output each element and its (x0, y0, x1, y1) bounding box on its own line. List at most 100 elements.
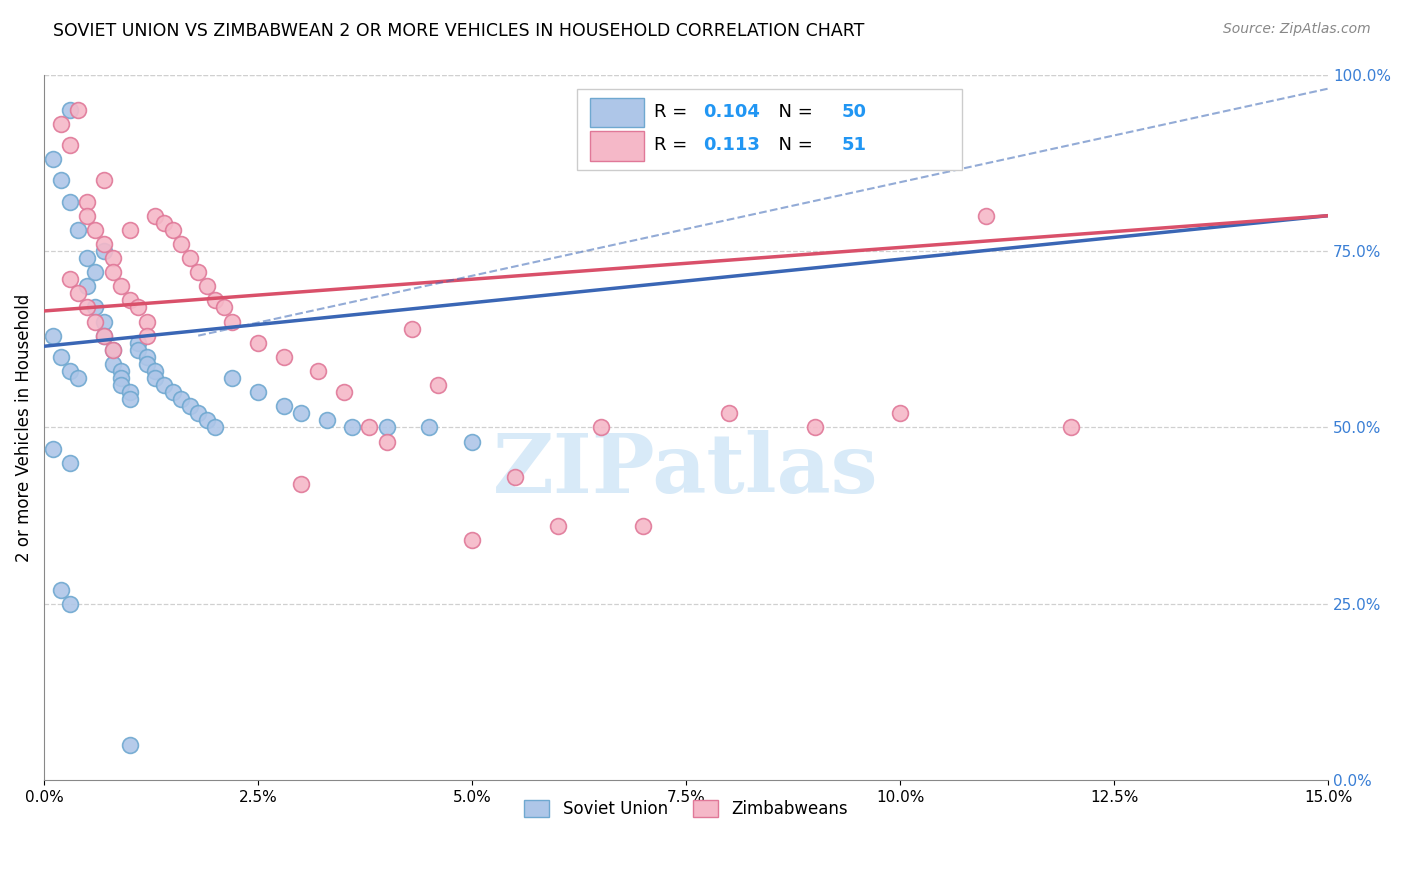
Point (101, 251, 124, 265)
Point (547, 519, 569, 533)
Point (1060, 420, 1083, 434)
Text: R =: R = (654, 103, 693, 121)
Point (118, 293, 141, 308)
Point (84, 265, 107, 279)
Point (93, 236, 115, 251)
Text: SOVIET UNION VS ZIMBABWEAN 2 OR MORE VEHICLES IN HOUSEHOLD CORRELATION CHART: SOVIET UNION VS ZIMBABWEAN 2 OR MORE VEH… (53, 22, 865, 40)
Point (179, 251, 201, 265)
Point (101, 265, 124, 279)
Point (84, 301, 107, 315)
FancyBboxPatch shape (591, 131, 644, 161)
Point (135, 314, 157, 328)
Point (135, 328, 157, 343)
Point (67, 286, 90, 301)
Point (359, 420, 381, 434)
Point (59, 364, 82, 378)
Point (59, 194, 82, 209)
Point (221, 371, 243, 385)
Point (135, 357, 157, 371)
Point (67, 371, 90, 385)
Point (145, 371, 167, 385)
Point (127, 301, 149, 315)
Point (84, 223, 107, 237)
Text: N =: N = (768, 136, 818, 154)
Point (633, 519, 655, 533)
Point (110, 371, 132, 385)
Point (93, 328, 115, 343)
Point (273, 350, 295, 364)
Point (273, 399, 295, 413)
Point (76, 279, 98, 293)
Point (51, 350, 73, 364)
Point (118, 392, 141, 407)
Point (59, 597, 82, 611)
Point (41, 328, 63, 343)
Point (974, 209, 997, 223)
Text: 0.113: 0.113 (703, 136, 759, 154)
Text: Source: ZipAtlas.com: Source: ZipAtlas.com (1223, 22, 1371, 37)
Point (162, 223, 184, 237)
Point (41, 442, 63, 456)
Point (187, 406, 209, 420)
Point (118, 385, 141, 400)
Point (51, 117, 73, 131)
Point (76, 209, 98, 223)
Point (247, 335, 270, 350)
Point (59, 272, 82, 286)
Point (889, 406, 911, 420)
Text: N =: N = (768, 103, 818, 121)
Point (332, 385, 354, 400)
Point (375, 434, 398, 449)
Point (127, 343, 149, 357)
Point (101, 343, 124, 357)
Point (127, 335, 149, 350)
Point (76, 194, 98, 209)
Point (461, 434, 484, 449)
Point (110, 364, 132, 378)
Legend: Soviet Union, Zimbabweans: Soviet Union, Zimbabweans (517, 793, 855, 825)
Point (101, 357, 124, 371)
Point (67, 103, 90, 117)
Point (315, 413, 337, 427)
Point (461, 533, 484, 548)
Point (195, 279, 218, 293)
Point (93, 314, 115, 328)
Point (59, 456, 82, 470)
Point (195, 413, 218, 427)
Point (221, 314, 243, 328)
Point (589, 420, 612, 434)
Point (118, 223, 141, 237)
Point (803, 420, 825, 434)
Point (118, 738, 141, 752)
Point (145, 209, 167, 223)
Point (426, 378, 449, 392)
FancyBboxPatch shape (591, 98, 644, 128)
Point (307, 364, 329, 378)
Point (59, 103, 82, 117)
Point (170, 392, 193, 407)
Point (717, 406, 740, 420)
Point (135, 350, 157, 364)
Point (110, 378, 132, 392)
Text: R =: R = (654, 136, 693, 154)
Point (153, 216, 176, 230)
Point (51, 582, 73, 597)
Text: 50: 50 (842, 103, 866, 121)
Point (84, 314, 107, 328)
Point (247, 385, 270, 400)
Point (179, 399, 201, 413)
Point (51, 173, 73, 187)
Text: 51: 51 (842, 136, 866, 154)
Point (59, 138, 82, 153)
Point (212, 301, 235, 315)
Point (162, 385, 184, 400)
Point (110, 279, 132, 293)
Text: 0.104: 0.104 (703, 103, 759, 121)
Point (76, 251, 98, 265)
Point (204, 293, 226, 308)
FancyBboxPatch shape (576, 88, 962, 169)
Point (145, 364, 167, 378)
Point (418, 420, 440, 434)
Point (342, 420, 364, 434)
Point (170, 236, 193, 251)
